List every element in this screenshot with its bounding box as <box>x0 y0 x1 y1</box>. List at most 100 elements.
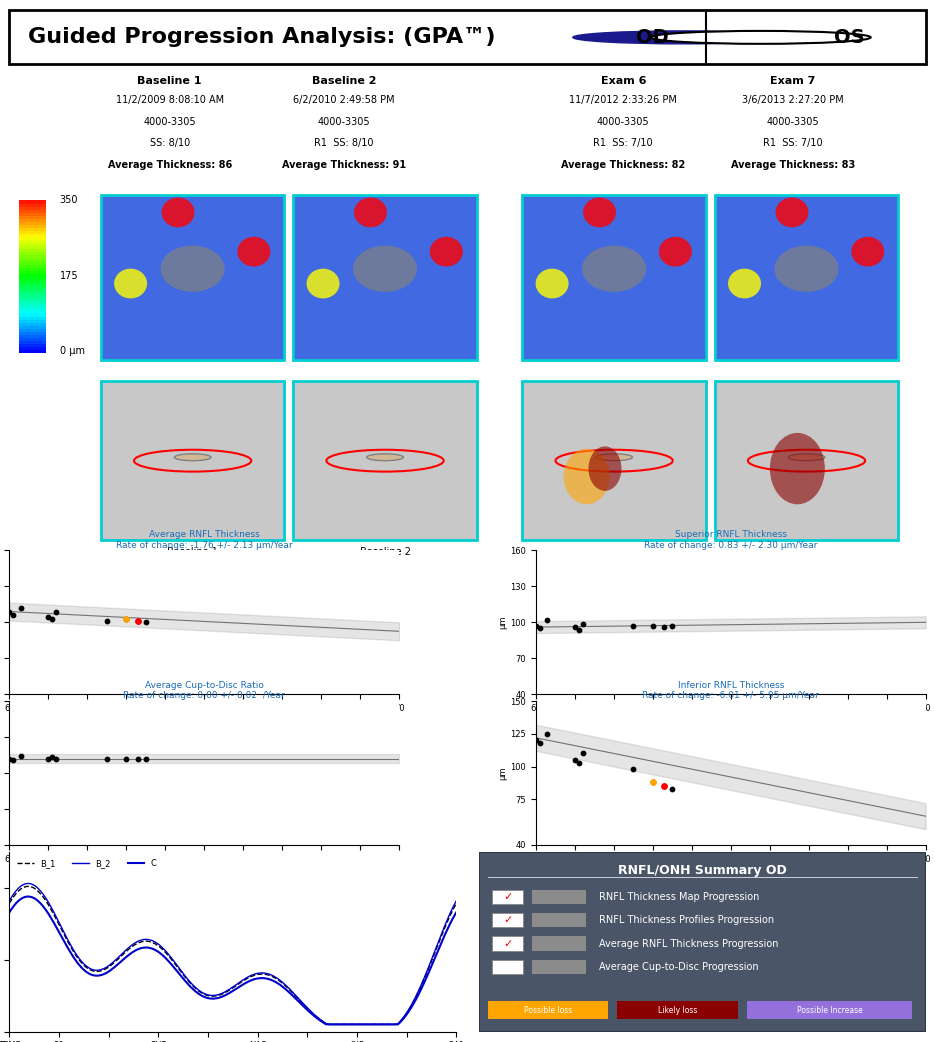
B_1 <box>417 976 428 989</box>
Bar <box>19 350 46 353</box>
Bar <box>19 304 46 307</box>
Text: Baseline 1: Baseline 1 <box>137 76 202 85</box>
Bar <box>19 283 46 286</box>
Text: Likely loss: Likely loss <box>658 1006 698 1015</box>
Point <box>2 603 17 620</box>
Bar <box>294 381 477 540</box>
Bar <box>488 1001 609 1019</box>
Point <box>665 618 680 635</box>
Text: 0 μm: 0 μm <box>60 346 85 356</box>
Circle shape <box>788 454 825 461</box>
Bar <box>19 317 46 320</box>
Point <box>528 733 543 749</box>
Bar <box>715 381 899 540</box>
B_1 <box>33 886 44 898</box>
C <box>4 907 15 919</box>
Bar <box>19 249 46 252</box>
Bar <box>19 298 46 301</box>
Bar <box>19 289 46 292</box>
Bar <box>492 913 524 927</box>
Bar <box>19 334 46 338</box>
Point <box>645 618 660 635</box>
Legend: B_1, B_2, C: B_1, B_2, C <box>13 857 160 872</box>
Bar <box>19 341 46 344</box>
Point <box>657 777 672 794</box>
Point <box>645 774 660 791</box>
Point <box>131 613 146 629</box>
Bar <box>19 206 46 209</box>
Bar <box>19 255 46 258</box>
Text: Exam 6: Exam 6 <box>600 76 646 85</box>
Point <box>119 750 134 767</box>
Ellipse shape <box>770 432 825 504</box>
Bar <box>19 323 46 326</box>
Point <box>568 751 583 768</box>
Point <box>41 750 56 767</box>
Text: Average Thickness: 86: Average Thickness: 86 <box>108 159 232 170</box>
B_2 <box>323 1018 334 1031</box>
Circle shape <box>573 31 793 44</box>
Circle shape <box>651 31 870 44</box>
Bar <box>19 216 46 219</box>
Point <box>138 750 153 767</box>
Text: 4000-3305: 4000-3305 <box>767 117 819 126</box>
Point <box>119 611 134 627</box>
Bar <box>19 219 46 222</box>
B_2 <box>33 883 44 895</box>
Point <box>571 754 586 771</box>
Point <box>131 613 146 629</box>
Point <box>626 618 640 635</box>
Bar <box>19 331 46 334</box>
Bar <box>19 200 46 203</box>
B_2 <box>451 895 462 908</box>
Text: 4000-3305: 4000-3305 <box>318 117 370 126</box>
Text: ✓: ✓ <box>503 892 512 901</box>
Text: Average Cup-to-Disc Progression: Average Cup-to-Disc Progression <box>599 962 759 972</box>
Bar <box>19 222 46 225</box>
Bar <box>523 381 706 540</box>
Bar <box>492 960 524 974</box>
Point <box>99 613 114 629</box>
Bar <box>19 320 46 323</box>
Bar <box>492 937 524 950</box>
C <box>89 969 100 982</box>
Point <box>657 619 672 636</box>
Bar <box>19 246 46 249</box>
Point <box>539 612 554 628</box>
Text: 4000-3305: 4000-3305 <box>143 117 196 126</box>
B_1 <box>22 880 33 893</box>
Point <box>14 747 29 764</box>
Ellipse shape <box>582 246 646 292</box>
Ellipse shape <box>536 269 568 298</box>
Line: B_2: B_2 <box>9 884 456 1024</box>
Bar <box>532 890 586 904</box>
Ellipse shape <box>659 237 692 267</box>
Text: Average Thickness: 83: Average Thickness: 83 <box>730 159 855 170</box>
Bar <box>532 913 586 927</box>
Ellipse shape <box>775 198 809 227</box>
Point <box>6 751 21 768</box>
Bar <box>19 307 46 311</box>
Bar <box>19 203 46 206</box>
B_1 <box>451 897 462 910</box>
Text: Average Thickness: 91: Average Thickness: 91 <box>281 159 406 170</box>
Bar <box>19 262 46 265</box>
Bar <box>747 1001 913 1019</box>
Bar <box>19 258 46 262</box>
B_2 <box>24 877 36 890</box>
B_2 <box>125 940 137 952</box>
Text: R1  SS: 8/10: R1 SS: 8/10 <box>314 139 374 148</box>
Text: OS: OS <box>834 28 865 47</box>
B_1 <box>89 965 100 977</box>
Bar <box>19 338 46 341</box>
Ellipse shape <box>564 449 610 504</box>
Text: SS: 8/10: SS: 8/10 <box>150 139 190 148</box>
Point <box>119 611 134 627</box>
Text: 11/7/2012 2:33:26 PM: 11/7/2012 2:33:26 PM <box>569 95 677 105</box>
Bar <box>101 381 284 540</box>
Text: Possible loss: Possible loss <box>524 1006 572 1015</box>
Line: C: C <box>9 896 456 1024</box>
Title: Superior RNFL Thickness
Rate of change: 0.83 +/- 2.30 μm/Year: Superior RNFL Thickness Rate of change: … <box>644 530 817 550</box>
Ellipse shape <box>583 198 616 227</box>
Point <box>528 618 543 635</box>
